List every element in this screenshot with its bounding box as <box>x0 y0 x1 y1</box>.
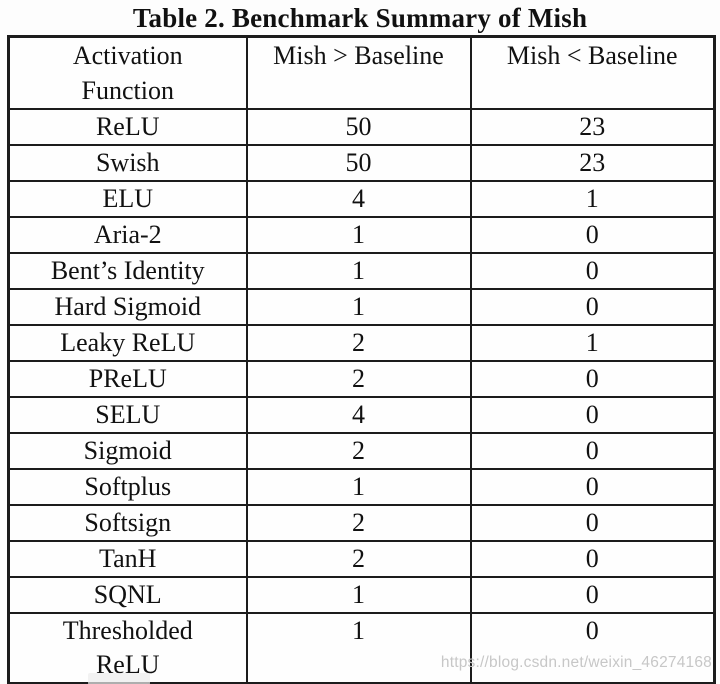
cell-mish-lt: 23 <box>469 108 716 146</box>
cell-mish-lt: 0 <box>469 252 716 290</box>
cell-mish-gt: 2 <box>245 540 472 578</box>
cell-mish-lt: 0 <box>469 360 716 398</box>
cell-mish-gt: 1 <box>245 468 472 506</box>
table-row: Softplus 1 0 <box>7 468 716 506</box>
col-header-activation-function: Activation Function <box>7 35 248 110</box>
cell-activation: Swish <box>7 144 248 182</box>
table-row: Leaky ReLU 2 1 <box>7 324 716 362</box>
cell-mish-gt: 4 <box>245 396 472 434</box>
cell-mish-gt: 4 <box>245 180 472 218</box>
table-row: Sigmoid 2 0 <box>7 432 716 470</box>
header-row: Activation Function Mish > Baseline Mish… <box>7 35 716 110</box>
cell-mish-lt: 0 <box>469 612 716 684</box>
cell-activation: PReLU <box>7 360 248 398</box>
cell-mish-lt: 0 <box>469 540 716 578</box>
cell-mish-gt: 2 <box>245 324 472 362</box>
cell-activation: Bent’s Identity <box>7 252 248 290</box>
cell-mish-lt: 0 <box>469 216 716 254</box>
cell-mish-lt: 0 <box>469 432 716 470</box>
table-row: PReLU 2 0 <box>7 360 716 398</box>
cell-activation: Hard Sigmoid <box>7 288 248 326</box>
cell-mish-gt: 2 <box>245 504 472 542</box>
table-caption: Table 2. Benchmark Summary of Mish <box>132 3 588 33</box>
cell-activation: Leaky ReLU <box>7 324 248 362</box>
table-row: ELU 4 1 <box>7 180 716 218</box>
cell-mish-gt: 2 <box>245 432 472 470</box>
cell-mish-gt: 1 <box>245 288 472 326</box>
cell-mish-gt: 50 <box>245 144 472 182</box>
cell-mish-gt: 1 <box>245 216 472 254</box>
cell-activation: ELU <box>7 180 248 218</box>
col-header-mish-gt-baseline: Mish > Baseline <box>245 35 472 110</box>
table-row: Swish 50 23 <box>7 144 716 182</box>
cell-activation: SQNL <box>7 576 248 614</box>
table-row: SELU 4 0 <box>7 396 716 434</box>
table-row: TanH 2 0 <box>7 540 716 578</box>
table-row: Bent’s Identity 1 0 <box>7 252 716 290</box>
cell-mish-lt: 23 <box>469 144 716 182</box>
table-row: Softsign 2 0 <box>7 504 716 542</box>
cell-activation: ReLU <box>7 108 248 146</box>
cell-mish-gt: 2 <box>245 360 472 398</box>
cell-mish-gt: 1 <box>245 576 472 614</box>
watermark-smudge <box>88 673 150 684</box>
cell-mish-gt: 1 <box>245 612 472 684</box>
cell-mish-lt: 1 <box>469 324 716 362</box>
table-row: Hard Sigmoid 1 0 <box>7 288 716 326</box>
table-row: SQNL 1 0 <box>7 576 716 614</box>
cell-activation: Softsign <box>7 504 248 542</box>
cell-activation: TanH <box>7 540 248 578</box>
cell-activation: Aria-2 <box>7 216 248 254</box>
col-header-mish-lt-baseline: Mish < Baseline <box>469 35 716 110</box>
table-row: Aria-2 1 0 <box>7 216 716 254</box>
cell-activation: SELU <box>7 396 248 434</box>
cell-mish-lt: 0 <box>469 504 716 542</box>
benchmark-table: Activation Function Mish > Baseline Mish… <box>7 35 716 684</box>
table-row: Thresholded ReLU 1 0 <box>7 612 716 684</box>
cell-mish-lt: 0 <box>469 468 716 506</box>
cell-mish-gt: 1 <box>245 252 472 290</box>
table-row: ReLU 50 23 <box>7 108 716 146</box>
cell-activation: Sigmoid <box>7 432 248 470</box>
cell-mish-lt: 1 <box>469 180 716 218</box>
cell-activation: Softplus <box>7 468 248 506</box>
cell-mish-lt: 0 <box>469 576 716 614</box>
cell-mish-gt: 50 <box>245 108 472 146</box>
cell-mish-lt: 0 <box>469 396 716 434</box>
cell-mish-lt: 0 <box>469 288 716 326</box>
